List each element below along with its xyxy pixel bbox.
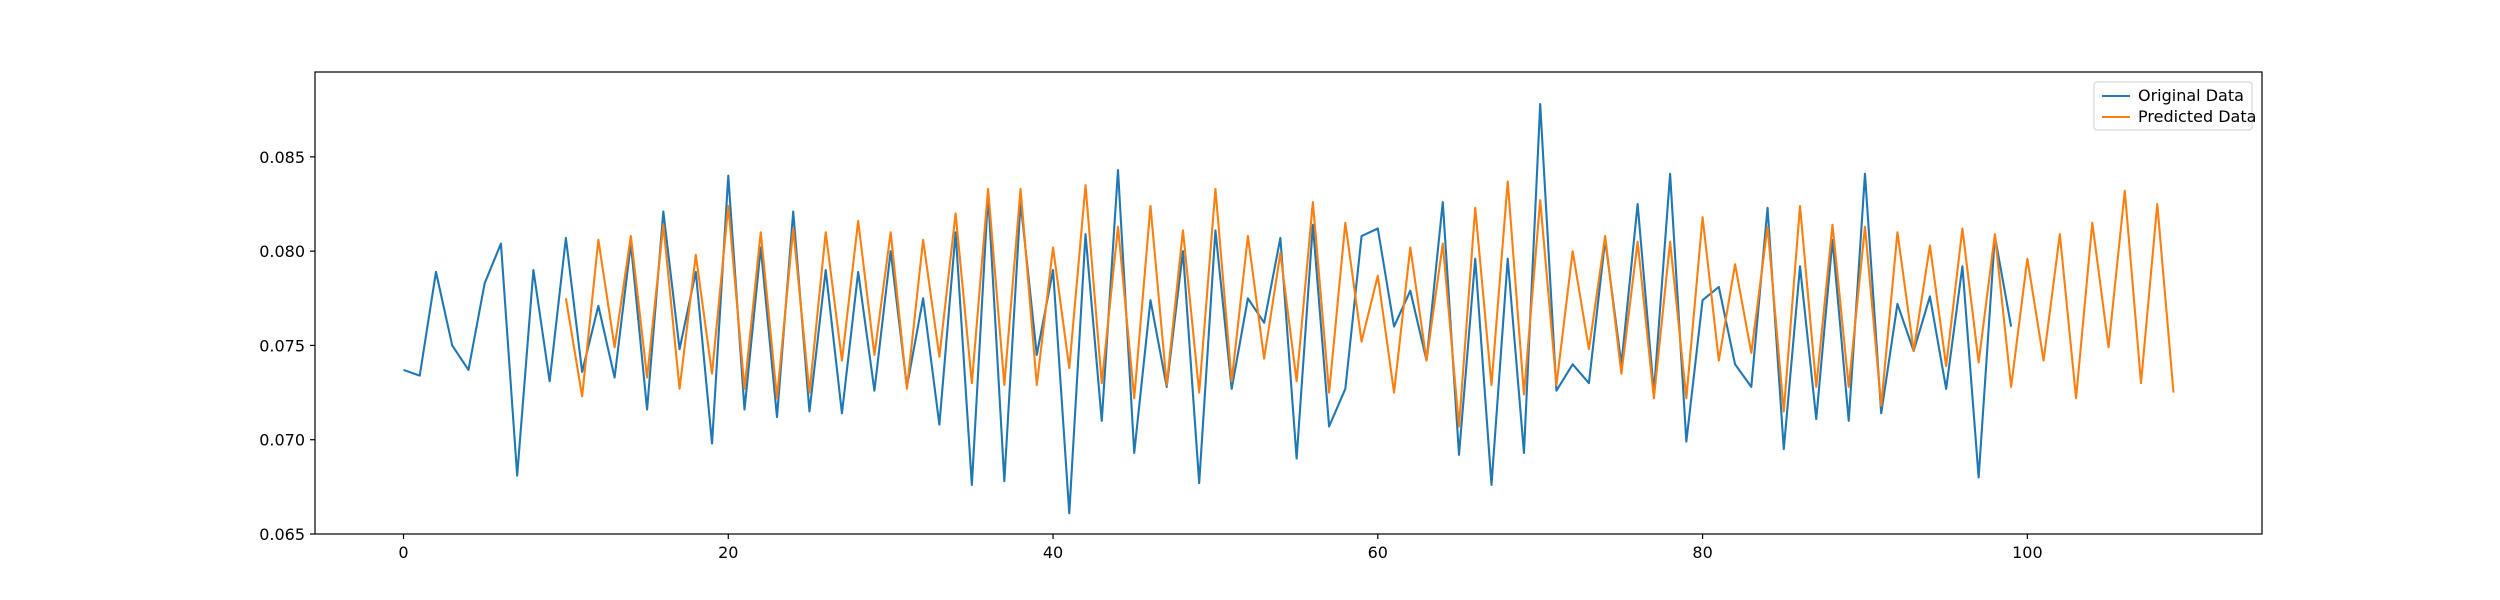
legend-label: Predicted Data	[2138, 107, 2256, 126]
y-tick-label: 0.070	[259, 431, 305, 450]
x-tick-label: 0	[398, 543, 408, 562]
x-tick-label: 80	[1692, 543, 1712, 562]
x-tick-label: 100	[2012, 543, 2043, 562]
series-layer	[403, 103, 2175, 515]
y-tick-label: 0.065	[259, 525, 305, 544]
axes-layer: 0 20 40 60 80 100 0.065 0.070 0.075 0.080 0.085	[259, 71, 2263, 562]
legend-box	[2093, 81, 2253, 131]
series-line-predicted-data	[564, 180, 2175, 428]
legend: Original Data Predicted Data	[2093, 81, 2256, 131]
legend-label: Original Data	[2138, 86, 2244, 105]
y-tick-label: 0.085	[259, 148, 305, 167]
x-tick-label: 40	[1043, 543, 1063, 562]
y-tick-label: 0.075	[259, 336, 305, 355]
series-line-original-data	[403, 103, 2013, 515]
axes-frame	[314, 71, 2263, 535]
y-tick-label: 0.080	[259, 242, 305, 261]
x-tick-label: 20	[718, 543, 738, 562]
x-tick-label: 60	[1368, 543, 1388, 562]
